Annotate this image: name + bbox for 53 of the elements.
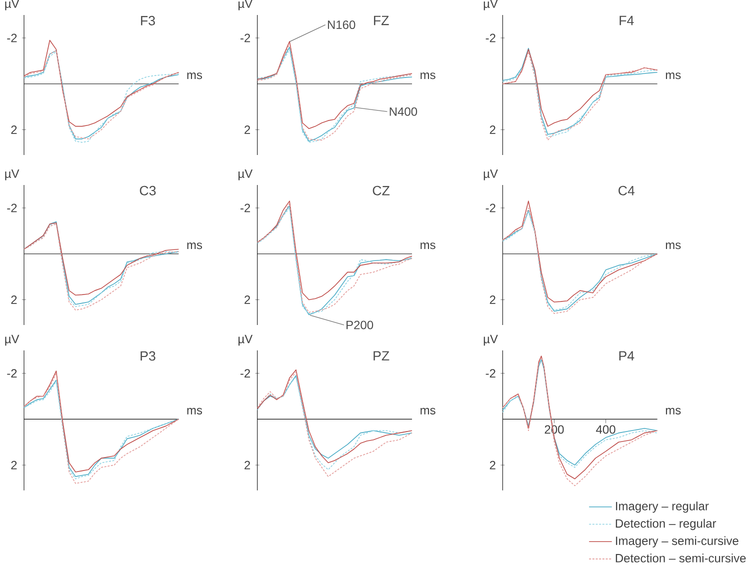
y-axis-title: µV (238, 170, 253, 180)
y-tick-label: -2 (240, 204, 250, 212)
y-tick-label: 2 (11, 460, 17, 470)
y-tick-label: -2 (7, 204, 17, 212)
x-axis-title: ms (187, 408, 202, 414)
y-tick-label: -2 (486, 204, 496, 212)
y-axis-title: µV (238, 0, 253, 10)
annotation: P200 (346, 320, 374, 330)
y-tick-label: -2 (486, 369, 496, 378)
x-axis-title: ms (420, 72, 436, 80)
y-axis-title: µV (484, 170, 498, 180)
y-axis-title: µV (484, 0, 498, 10)
y-tick-label: 2 (490, 460, 496, 470)
chart-title: F3 (141, 16, 155, 26)
y-tick-label: 2 (490, 126, 496, 134)
x-axis-title: ms (187, 242, 202, 250)
x-axis-title: ms (187, 72, 202, 80)
y-tick-label: -2 (7, 34, 17, 42)
chart-title: FZ (374, 16, 389, 26)
y-axis-title: µV (5, 334, 20, 346)
x-axis-title: ms (666, 242, 681, 250)
y-tick-label: -2 (240, 34, 250, 42)
annotation: N400 (390, 107, 418, 116)
y-tick-label: -2 (240, 369, 250, 378)
x-tick-label: 400 (596, 425, 616, 434)
y-axis-title: µV (238, 334, 253, 346)
y-tick-label: 2 (244, 126, 250, 134)
legend-label: Detection – semi-cursive (616, 554, 746, 562)
chart-title: P3 (140, 351, 156, 361)
legend-label: Imagery – regular (616, 502, 709, 513)
chart-title: C3 (140, 186, 156, 196)
chart-title: CZ (372, 186, 390, 196)
y-axis-title: µV (5, 0, 20, 10)
chart-title: F4 (620, 16, 634, 26)
chart-title: P4 (619, 351, 634, 360)
y-tick-label: -2 (7, 369, 17, 378)
y-tick-label: 2 (244, 460, 250, 470)
x-axis-title: ms (666, 72, 681, 80)
y-tick-label: -2 (486, 34, 496, 42)
legend-label: Imagery – semi-cursive (616, 536, 738, 548)
y-tick-label: 2 (11, 296, 17, 304)
chart-title: C4 (618, 186, 635, 196)
y-tick-label: 2 (11, 126, 17, 134)
y-tick-label: 2 (244, 296, 250, 304)
y-axis-title: µV (484, 334, 498, 346)
y-axis-title: µV (5, 170, 20, 180)
x-axis-title: ms (420, 408, 436, 414)
y-tick-label: 2 (490, 296, 496, 304)
x-axis-title: ms (666, 408, 681, 414)
annotation: N160 (328, 20, 356, 30)
x-axis-title: ms (420, 242, 436, 250)
chart-title: PZ (374, 351, 390, 360)
legend-label: Detection – regular (616, 518, 716, 530)
